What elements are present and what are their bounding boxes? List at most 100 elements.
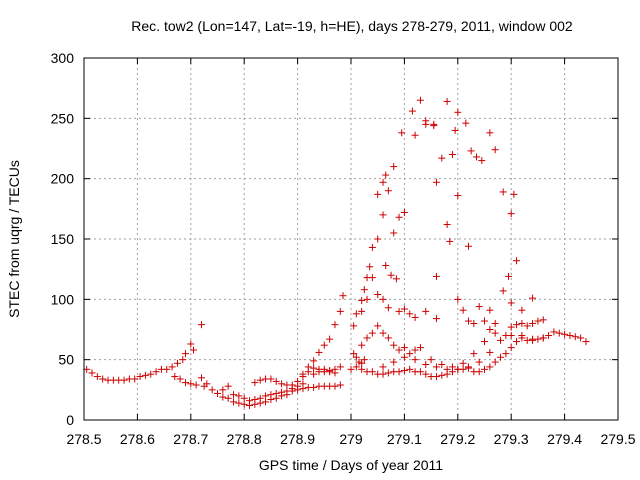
data-point — [454, 365, 462, 373]
data-point — [513, 257, 521, 265]
data-point — [507, 344, 515, 352]
data-point — [382, 171, 390, 179]
data-point — [497, 336, 505, 344]
data-point — [513, 321, 521, 329]
data-point — [400, 353, 408, 361]
data-point — [363, 295, 371, 303]
data-point — [197, 321, 205, 329]
y-tick-label: 50 — [58, 352, 74, 368]
data-point — [534, 335, 542, 343]
data-point — [358, 297, 366, 305]
data-point — [491, 319, 499, 327]
data-point — [459, 306, 467, 314]
data-point — [438, 371, 446, 379]
data-point — [358, 365, 366, 373]
x-tick-label: 279.1 — [387, 431, 422, 447]
data-point — [131, 375, 139, 383]
data-point — [171, 373, 179, 381]
data-point — [400, 344, 408, 352]
data-point — [486, 129, 494, 137]
data-point — [88, 369, 96, 377]
data-point — [475, 358, 483, 366]
data-point — [230, 391, 238, 399]
data-point — [320, 341, 328, 349]
data-point — [499, 188, 507, 196]
data-point — [120, 376, 128, 384]
y-tick-label: 100 — [51, 291, 75, 307]
data-point — [561, 330, 569, 338]
data-point — [363, 334, 371, 342]
data-point — [310, 370, 318, 378]
data-point — [486, 348, 494, 356]
data-point — [422, 307, 430, 315]
data-point — [387, 271, 395, 279]
data-point — [267, 375, 275, 383]
data-point — [432, 363, 440, 371]
data-point — [272, 377, 280, 385]
data-point — [384, 334, 392, 342]
x-tick-label: 279.2 — [440, 431, 475, 447]
data-point — [464, 363, 472, 371]
data-point — [406, 310, 414, 318]
data-point — [326, 335, 334, 343]
data-point — [432, 178, 440, 186]
data-point — [462, 119, 470, 127]
data-point — [283, 387, 291, 395]
data-point — [571, 333, 579, 341]
data-point — [339, 292, 347, 300]
data-point — [443, 221, 451, 229]
data-point — [475, 368, 483, 376]
data-point — [411, 131, 419, 139]
data-point — [422, 360, 430, 368]
data-point — [350, 322, 358, 330]
data-point — [203, 380, 211, 388]
data-point — [384, 304, 392, 312]
data-point — [416, 344, 424, 352]
data-point — [577, 334, 585, 342]
data-point — [208, 386, 216, 394]
data-point — [491, 146, 499, 154]
x-tick-label: 279.5 — [600, 431, 635, 447]
data-point — [555, 329, 563, 337]
data-point — [379, 363, 387, 371]
data-point — [350, 350, 358, 358]
data-point — [360, 286, 368, 294]
data-point — [502, 350, 510, 358]
data-point — [331, 369, 339, 377]
data-point — [430, 122, 438, 130]
data-point — [379, 178, 387, 186]
data-point — [251, 379, 259, 387]
data-point — [400, 208, 408, 216]
data-point — [454, 108, 462, 116]
x-axis-title: GPS time / Days of year 2011 — [259, 457, 443, 473]
data-point — [454, 192, 462, 200]
data-point — [326, 368, 334, 376]
y-tick-label: 200 — [51, 171, 75, 187]
data-point — [360, 356, 368, 364]
data-point — [499, 287, 507, 295]
data-point — [347, 365, 355, 373]
data-point — [486, 363, 494, 371]
data-point — [267, 391, 275, 399]
data-point — [467, 147, 475, 155]
data-point — [278, 388, 286, 396]
data-point — [187, 380, 195, 388]
data-point — [374, 291, 382, 299]
data-point — [529, 319, 537, 327]
data-point — [392, 275, 400, 283]
data-point — [358, 307, 366, 315]
data-point — [448, 368, 456, 376]
data-point — [411, 356, 419, 364]
data-point — [219, 386, 227, 394]
data-point — [491, 329, 499, 337]
data-point — [539, 316, 547, 324]
data-point — [230, 398, 238, 406]
data-point — [446, 237, 454, 245]
data-points — [83, 96, 590, 410]
data-point — [168, 363, 176, 371]
data-point — [368, 329, 376, 337]
data-point — [336, 381, 344, 389]
data-point — [382, 262, 390, 270]
y-tick-label: 150 — [51, 231, 75, 247]
data-point — [141, 371, 149, 379]
